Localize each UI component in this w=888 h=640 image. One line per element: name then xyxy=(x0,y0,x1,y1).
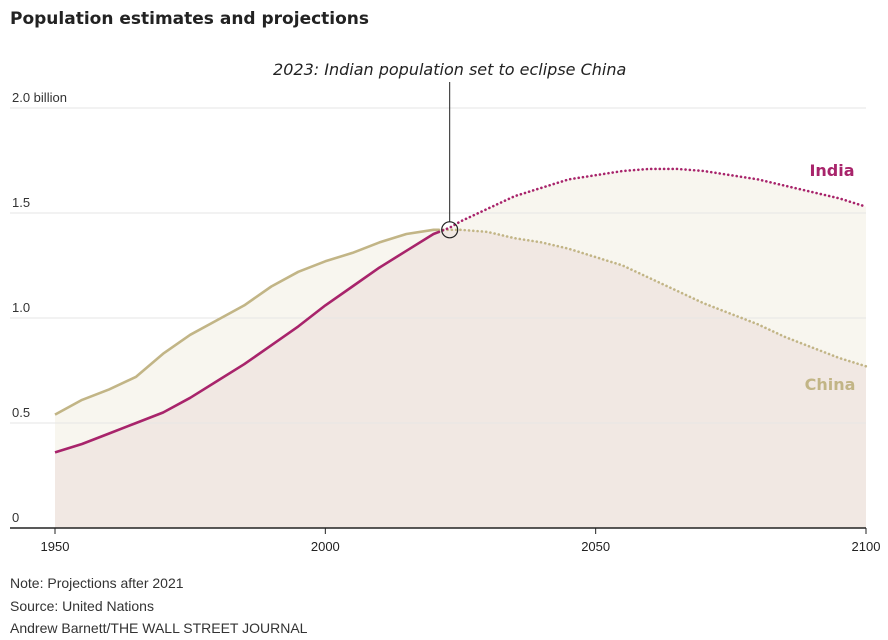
x-axis: 1950 2000 2050 2100 xyxy=(10,527,881,554)
x-tick-label: 2000 xyxy=(311,539,340,554)
series-lines xyxy=(54,167,868,454)
y-tick-label: 0.5 xyxy=(12,405,30,420)
series-label-india: India xyxy=(809,161,854,180)
gridlines xyxy=(10,107,866,424)
annotation: 2023: Indian population set to eclipse C… xyxy=(273,60,626,239)
china-estimate-line xyxy=(54,228,439,416)
annotation-text: 2023: Indian population set to eclipse C… xyxy=(273,60,626,79)
y-tick-labels: 0 0.5 1.0 1.5 2.0 billion xyxy=(12,90,67,525)
y-tick-label: 1.5 xyxy=(12,195,30,210)
y-tick-label: 2.0 billion xyxy=(12,90,67,105)
lower-series-fill xyxy=(55,229,866,529)
note-text: Note: Projections after 2021 xyxy=(10,575,184,591)
crossover-marker xyxy=(441,221,459,239)
china-projection-line xyxy=(437,228,868,368)
population-chart: 0 0.5 1.0 1.5 2.0 billion 1950 2000 2050 2100 2… xyxy=(10,60,881,554)
fill-layer xyxy=(55,168,866,529)
x-tick-label: 1950 xyxy=(41,539,70,554)
y-tick-label: 0 xyxy=(12,510,19,525)
source-text: Source: United Nations xyxy=(10,597,154,614)
series-label-china: China xyxy=(805,375,856,394)
credit-text: Andrew Barnett/THE WALL STREET JOURNAL xyxy=(10,620,308,636)
chart-notes: Note: Projections after 2021 Source: Uni… xyxy=(10,572,307,640)
x-tick-label: 2050 xyxy=(581,539,610,554)
y-tick-label: 1.0 xyxy=(12,300,30,315)
x-tick-label: 2100 xyxy=(852,539,881,554)
india-estimate-line xyxy=(54,230,440,454)
series-labels: India China xyxy=(805,161,856,394)
chart-title: Population estimates and projections xyxy=(10,9,370,29)
